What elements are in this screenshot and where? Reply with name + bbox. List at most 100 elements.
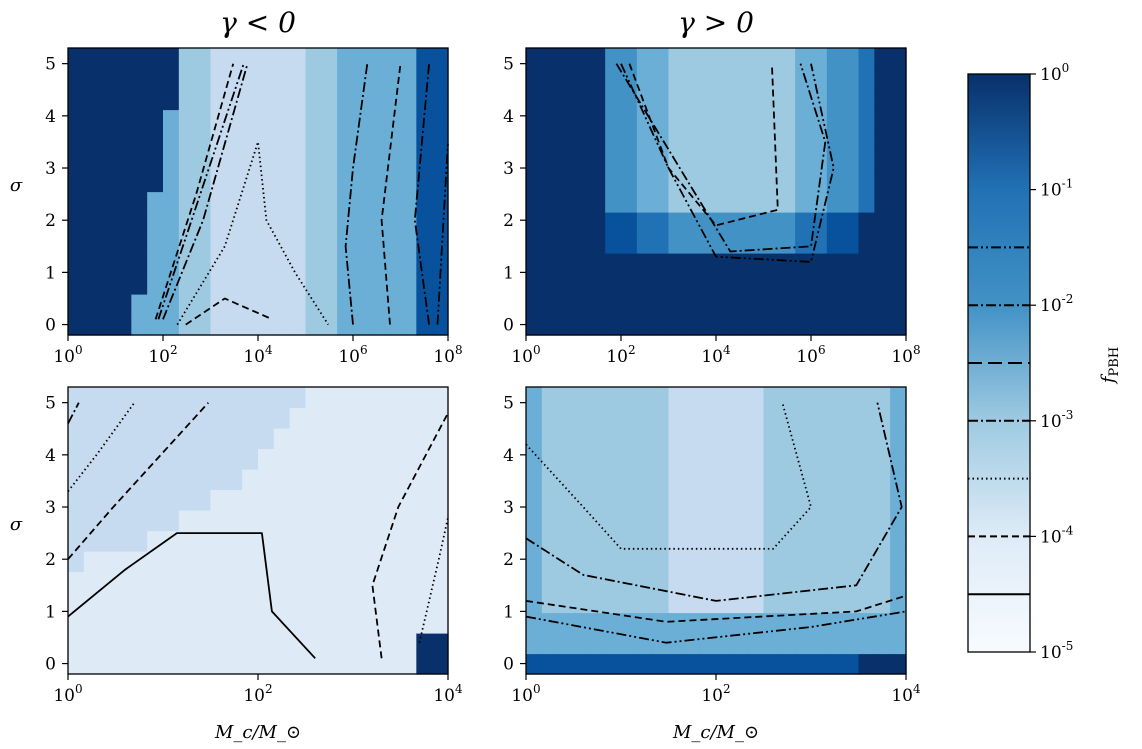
heatmap-cell <box>226 448 243 470</box>
heatmap-cell <box>874 448 891 470</box>
heatmap-cell <box>890 171 907 193</box>
heatmap-cell <box>779 653 796 675</box>
heatmap-cell <box>652 469 670 491</box>
heatmap-cell <box>163 407 180 429</box>
heatmap-cell <box>700 633 717 655</box>
heatmap-cell <box>163 551 180 573</box>
heatmap-cell <box>242 294 259 316</box>
heatmap-cell <box>273 150 291 172</box>
contour-line <box>620 63 835 263</box>
heatmap-cell <box>716 130 733 152</box>
heatmap-cell <box>621 551 638 573</box>
heatmap-cell <box>353 191 370 213</box>
heatmap-cell <box>763 407 780 429</box>
heatmap-cell <box>68 89 85 111</box>
heatmap-cell <box>557 191 575 213</box>
heatmap-cell <box>684 294 701 316</box>
heatmap-cell <box>541 191 559 213</box>
xlabel-bottom-right: M_c/M_⊙ <box>672 722 759 743</box>
ylabel-top-left: σ <box>10 175 23 196</box>
heatmap-cell <box>68 489 85 511</box>
heatmap-cell <box>194 510 212 532</box>
contour-lines-top-right <box>615 63 835 263</box>
heatmap-field-top-right <box>526 48 907 336</box>
heatmap-cell <box>68 653 85 675</box>
heatmap-cell <box>210 212 227 234</box>
heatmap-cell <box>337 633 354 655</box>
heatmap-cell <box>890 314 907 336</box>
heatmap-cell <box>811 530 828 552</box>
heatmap-cell <box>226 633 243 655</box>
heatmap-cell <box>99 253 117 275</box>
heatmap-cell <box>668 253 685 275</box>
heatmap-cell <box>605 448 622 470</box>
heatmap-cell <box>226 387 243 409</box>
heatmap-cell <box>178 191 196 213</box>
heatmap-cell <box>384 68 402 90</box>
heatmap-cell <box>557 130 575 152</box>
heatmap-cell <box>557 48 575 70</box>
heatmap-cell <box>526 592 543 614</box>
heatmap-cell <box>273 510 291 532</box>
heatmap-cell <box>321 273 338 295</box>
heatmap-cell <box>432 407 449 429</box>
heatmap-cell <box>811 653 828 675</box>
heatmap-cell <box>890 109 907 131</box>
contour-line <box>628 63 779 227</box>
heatmap-cell <box>432 130 449 152</box>
heatmap-cell <box>194 469 212 491</box>
heatmap-cell <box>83 212 101 234</box>
heatmap-cell <box>557 448 575 470</box>
heatmap-cell <box>684 571 701 593</box>
heatmap-cell <box>700 171 717 193</box>
heatmap-cell <box>636 387 654 409</box>
heatmap-cell <box>400 530 417 552</box>
heatmap-cell <box>763 253 780 275</box>
heatmap-cell <box>731 130 749 152</box>
heatmap-cell <box>416 212 433 234</box>
heatmap-cell <box>652 171 670 193</box>
heatmap-cell <box>384 253 402 275</box>
contour-line <box>615 63 827 253</box>
heatmap-cell <box>621 633 638 655</box>
heatmap-cell <box>83 150 101 172</box>
panel-top-left: 100 102 104 106 108 0 1 2 3 4 5 σ <box>10 47 463 367</box>
heatmap-cell <box>337 130 354 152</box>
heatmap-cell <box>416 191 433 213</box>
heatmap-cell <box>747 130 765 152</box>
heatmap-cell <box>194 592 212 614</box>
heatmap-cell <box>747 612 765 634</box>
heatmap-cell <box>368 89 386 111</box>
heatmap-cell <box>115 448 132 470</box>
heatmap-cell <box>700 448 717 470</box>
heatmap-cell <box>258 633 275 655</box>
heatmap-cell <box>416 469 433 491</box>
heatmap-cell <box>226 510 243 532</box>
colorbar-tick-label: 10-4 <box>1040 523 1074 547</box>
heatmap-cell <box>400 171 417 193</box>
heatmap-cell <box>541 633 559 655</box>
heatmap-cell <box>858 469 875 491</box>
heatmap-cell <box>621 428 638 450</box>
heatmap-cell <box>621 130 638 152</box>
heatmap-cell <box>621 253 638 275</box>
heatmap-cell <box>353 448 370 470</box>
heatmap-cell <box>242 612 259 634</box>
heatmap-cell <box>557 633 575 655</box>
heatmap-cell <box>194 314 212 336</box>
heatmap-cell <box>163 510 180 532</box>
heatmap-cell <box>557 212 575 234</box>
heatmap-cell <box>747 253 765 275</box>
heatmap-cell <box>684 428 701 450</box>
heatmap-cell <box>289 469 307 491</box>
heatmap-cell <box>700 314 717 336</box>
heatmap-cell <box>605 109 622 131</box>
heatmap-cell <box>795 109 812 131</box>
heatmap-cell <box>178 253 196 275</box>
heatmap-cell <box>541 510 559 532</box>
heatmap-cell <box>874 212 891 234</box>
heatmap-cell <box>400 232 417 254</box>
heatmap-cell <box>115 130 132 152</box>
heatmap-cell <box>541 314 559 336</box>
heatmap-cell <box>684 633 701 655</box>
